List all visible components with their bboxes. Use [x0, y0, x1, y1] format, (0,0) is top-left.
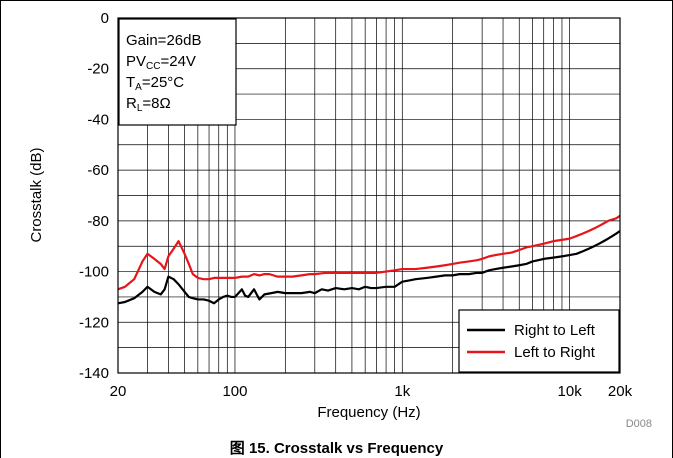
- y-tick-label: -40: [87, 111, 109, 128]
- page-border-left: [0, 0, 1, 458]
- condition-ta: TA=25°C: [126, 74, 184, 93]
- series-line-right-to-left: [117, 230, 621, 305]
- condition-pvcc-prefix: PV: [126, 53, 146, 70]
- condition-pvcc-sub: CC: [146, 61, 160, 72]
- y-tick-label: -100: [79, 264, 109, 281]
- y-tick-label: 0: [101, 10, 109, 27]
- x-tick-label: 1k: [394, 383, 410, 400]
- legend-box: [458, 309, 620, 373]
- x-tick-label: 20: [110, 383, 127, 400]
- conditions-box: Gain=26dB PVCC=24V TA=25°C RL=8Ω: [118, 18, 237, 126]
- page-border-top: [0, 0, 673, 1]
- y-tick-label: -120: [79, 314, 109, 331]
- x-tick-label: 100: [222, 383, 247, 400]
- condition-pvcc-suffix: =24V: [160, 53, 195, 70]
- condition-gain: Gain=26dB: [126, 32, 201, 49]
- figure-code: D008: [626, 418, 652, 430]
- condition-pvcc: PVCC=24V: [126, 53, 196, 72]
- condition-rl-prefix: R: [126, 95, 137, 112]
- figure-caption: 图 15. Crosstalk vs Frequency: [229, 440, 444, 457]
- series-layer: [117, 214, 621, 305]
- y-tick-label: -60: [87, 162, 109, 179]
- condition-ta-sub: A: [135, 82, 142, 93]
- series-line-left-to-right: [117, 214, 621, 291]
- x-tick-label: 20k: [608, 383, 633, 400]
- legend: Right to Left Left to Right: [458, 309, 620, 373]
- condition-ta-suffix: =25°C: [142, 74, 184, 91]
- x-tick-label: 10k: [558, 383, 583, 400]
- y-axis-label: Crosstalk (dB): [28, 147, 45, 242]
- plot-frame: [117, 17, 621, 374]
- y-tick-label: -80: [87, 213, 109, 230]
- legend-label-left-to-right: Left to Right: [514, 344, 596, 361]
- y-tick-label: -140: [79, 365, 109, 382]
- condition-rl-sub: L: [137, 103, 143, 114]
- legend-label-right-to-left: Right to Left: [514, 322, 596, 339]
- condition-rl-suffix: =8Ω: [142, 95, 170, 112]
- y-tick-label: -20: [87, 61, 109, 78]
- x-axis-label: Frequency (Hz): [317, 404, 420, 421]
- condition-ta-prefix: T: [126, 74, 135, 91]
- condition-rl: RL=8Ω: [126, 95, 171, 114]
